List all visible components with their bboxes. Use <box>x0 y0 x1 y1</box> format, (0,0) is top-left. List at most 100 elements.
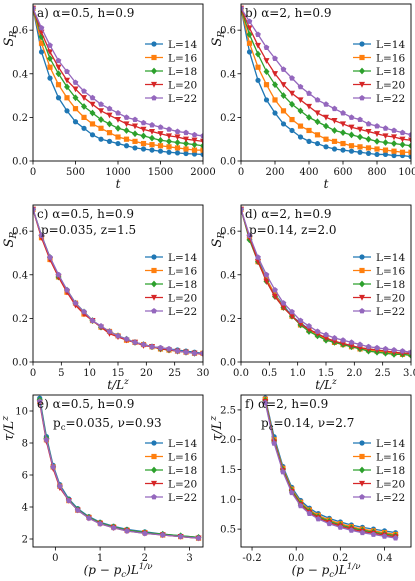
panel-annotation: p=0.14, z=2.0 <box>249 223 337 237</box>
data-point <box>81 88 87 94</box>
y-tick-label: 0.4 <box>220 69 236 80</box>
y-axis-label: τ/Lz <box>208 416 225 441</box>
x-tick-label: 0 <box>52 553 58 564</box>
data-point <box>314 328 321 334</box>
x-tick-label: 500 <box>66 167 85 178</box>
data-point <box>38 232 45 238</box>
legend-marker <box>151 95 157 101</box>
data-point <box>365 343 372 350</box>
x-tick-label: 2000 <box>190 167 215 178</box>
data-point <box>340 337 346 343</box>
data-point <box>263 44 270 51</box>
legend-marker <box>359 494 365 500</box>
data-point <box>381 533 388 539</box>
series-line-L=22 <box>39 401 199 539</box>
x-tick-label: 3 <box>186 553 192 564</box>
data-point <box>98 108 104 115</box>
data-point <box>241 206 244 212</box>
x-tick-label: 15 <box>112 368 125 379</box>
data-point <box>115 124 121 132</box>
data-point <box>174 150 181 156</box>
data-point <box>306 103 312 110</box>
data-point <box>132 145 138 151</box>
data-point <box>149 147 155 153</box>
data-point <box>72 106 79 112</box>
data-point <box>55 82 62 88</box>
legend: L=14 L=16L=18 L=20L=22 <box>353 252 405 318</box>
data-point <box>374 123 380 129</box>
data-point <box>47 55 53 62</box>
data-point <box>370 531 377 537</box>
data-point <box>348 339 355 345</box>
panel-title: f) α=2, h=0.9 <box>245 397 328 411</box>
data-point <box>297 134 304 140</box>
x-tick-label: 1000 <box>398 167 415 178</box>
y-tick-label: 0.6 <box>12 26 28 37</box>
legend-label: L=22 <box>376 306 405 318</box>
data-point <box>47 49 53 56</box>
y-tick-label: 10 <box>15 407 28 418</box>
series-group <box>36 395 202 542</box>
data-point <box>382 139 389 146</box>
data-point <box>132 339 138 345</box>
legend-marker <box>359 254 365 260</box>
data-point <box>47 254 53 260</box>
data-point <box>374 151 380 158</box>
legend-label: L=16 <box>376 266 405 278</box>
data-point <box>314 140 321 147</box>
data-point <box>174 139 181 146</box>
data-point <box>297 123 304 129</box>
data-point <box>157 136 164 144</box>
data-point <box>263 82 270 88</box>
data-point <box>191 151 198 157</box>
y-tick-label: 2 <box>22 535 28 546</box>
data-point <box>157 131 164 137</box>
x-tick-label: -0.2 <box>242 553 261 564</box>
data-point <box>183 150 189 157</box>
data-point <box>391 134 397 141</box>
legend-label: L=18 <box>168 465 197 477</box>
data-point <box>272 97 278 103</box>
data-point <box>306 113 312 121</box>
data-point <box>408 131 411 138</box>
data-point <box>55 70 62 78</box>
legend-label: L=18 <box>168 279 197 291</box>
legend-marker <box>151 480 157 487</box>
x-tick-label: 200 <box>265 167 284 178</box>
data-point <box>272 287 278 293</box>
x-tick-label: 25 <box>168 368 181 379</box>
data-point <box>408 142 411 150</box>
x-axis-label: t <box>116 177 121 191</box>
data-point <box>64 95 70 101</box>
data-point <box>391 148 397 154</box>
data-point <box>123 127 130 134</box>
data-point <box>297 83 304 90</box>
data-point <box>166 144 172 150</box>
data-point <box>331 335 338 341</box>
data-point <box>200 142 203 150</box>
data-point <box>115 134 121 140</box>
data-point <box>365 135 372 143</box>
data-point <box>183 140 189 147</box>
data-point <box>89 121 96 127</box>
legend-label: L=20 <box>376 479 405 491</box>
data-point <box>98 125 104 131</box>
data-point <box>65 497 72 504</box>
data-point <box>289 75 295 81</box>
data-point <box>86 515 92 521</box>
y-tick-label: 2.5 <box>220 405 236 416</box>
y-tick-label: 4 <box>22 503 28 514</box>
y-tick-label: 1.5 <box>220 465 236 476</box>
x-tick-label: 2 <box>142 553 148 564</box>
data-point <box>200 138 203 145</box>
y-tick-label: 0.6 <box>220 227 236 238</box>
data-point <box>140 140 147 147</box>
data-point <box>195 535 202 541</box>
data-point <box>191 131 198 138</box>
data-point <box>391 152 397 159</box>
legend-marker <box>359 308 365 314</box>
x-axis-label: t/Lz <box>315 377 337 392</box>
legend: L=14 L=16L=18 L=20L=22 <box>353 438 405 504</box>
data-point <box>149 134 155 142</box>
data-point <box>177 533 184 540</box>
